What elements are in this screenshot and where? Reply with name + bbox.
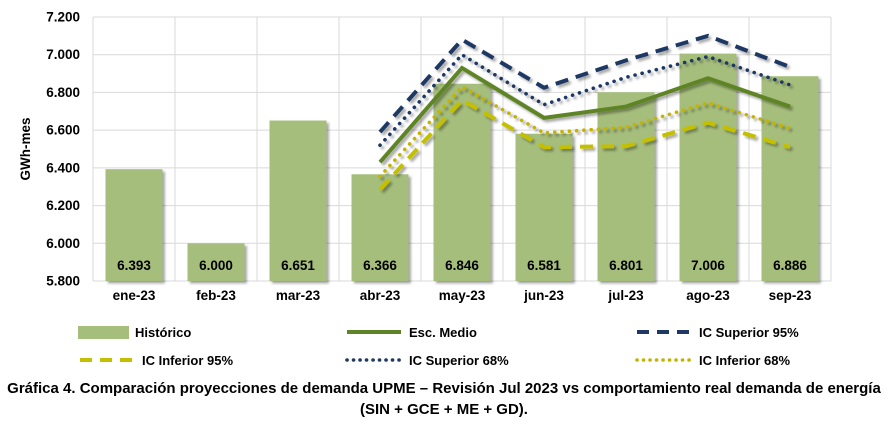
legend-item-ic-superior-68: IC Superior 68% — [345, 352, 509, 368]
svg-text:jun-23: jun-23 — [523, 288, 564, 303]
ic-superior-68-dot-icon — [345, 353, 403, 367]
bar-ene-23 — [105, 169, 163, 281]
bar-value-labels: 6.393 6.000 6.651 6.366 6.846 6.581 6.801 7.006… — [117, 258, 807, 273]
svg-text:6.600: 6.600 — [46, 123, 80, 138]
legend-item-ic-inferior-68: IC Inferior 68% — [635, 352, 790, 368]
svg-text:6.651: 6.651 — [281, 258, 315, 273]
svg-text:7.200: 7.200 — [46, 10, 80, 25]
legend-label: IC Superior 95% — [699, 324, 799, 340]
bar-mar-23 — [269, 120, 327, 281]
svg-text:6.846: 6.846 — [445, 258, 479, 273]
demand-comparison-chart: 6.393 6.000 6.651 6.366 6.846 6.581 6.801 7.006… — [18, 10, 832, 303]
y-axis-tick-labels: 5.800 6.000 6.200 6.400 6.600 6.800 7.000 7.200 — [46, 10, 80, 289]
series-line-2 — [378, 33, 791, 134]
svg-text:6.000: 6.000 — [46, 236, 80, 251]
svg-text:6.800: 6.800 — [46, 85, 80, 100]
legend-item-esc-medio: Esc. Medio — [345, 324, 477, 340]
legend-label: IC Inferior 68% — [699, 352, 791, 368]
legend-item-historico: Histórico — [78, 324, 191, 340]
bar-abr-23 — [351, 174, 409, 281]
legend-item-ic-superior-95: IC Superior 95% — [635, 324, 799, 340]
series-line-5 — [378, 84, 792, 179]
svg-text:ago-23: ago-23 — [686, 288, 730, 303]
historico-swatch-icon — [78, 325, 129, 339]
svg-text:6.393: 6.393 — [117, 258, 151, 273]
bar-jun-23 — [515, 133, 573, 281]
bar-jul-23 — [597, 92, 655, 282]
legend-item-ic-inferior-95: IC Inferior 95% — [78, 352, 233, 368]
svg-text:6.801: 6.801 — [609, 258, 643, 273]
svg-text:mar-23: mar-23 — [276, 288, 321, 303]
caption-line-2: (SIN + GCE + ME + GD). — [360, 401, 528, 418]
svg-text:5.800: 5.800 — [46, 274, 80, 289]
y-axis-title: GWh-mes — [18, 117, 33, 180]
svg-text:6.200: 6.200 — [46, 198, 80, 213]
bar-ago-23 — [679, 53, 737, 281]
svg-text:7.000: 7.000 — [46, 47, 80, 62]
svg-text:feb-23: feb-23 — [196, 288, 236, 303]
svg-text:6.400: 6.400 — [46, 160, 80, 175]
x-axis-tick-labels: ene-23 feb-23 mar-23 abr-23 may-23 jun-23 jul-… — [113, 288, 812, 303]
legend-label: IC Inferior 95% — [142, 352, 234, 368]
series-line-4 — [378, 52, 792, 148]
svg-text:6.366: 6.366 — [363, 258, 397, 273]
esc-medio-line-icon — [345, 325, 403, 339]
svg-text:sep-23: sep-23 — [769, 288, 812, 303]
svg-text:6.581: 6.581 — [527, 258, 561, 273]
svg-text:6.886: 6.886 — [773, 258, 807, 273]
figure-caption: Gráfica 4. Comparación proyecciones de d… — [0, 378, 888, 420]
bar-feb-23 — [187, 243, 245, 281]
ic-superior-95-dash-icon — [635, 325, 693, 339]
svg-text:abr-23: abr-23 — [360, 288, 401, 303]
svg-text:jul-23: jul-23 — [607, 288, 644, 303]
legend-label: IC Superior 68% — [409, 352, 509, 368]
series-line-3 — [378, 97, 791, 191]
ic-inferior-68-dot-icon — [635, 353, 693, 367]
bar-may-23 — [433, 83, 491, 281]
svg-text:6.000: 6.000 — [199, 258, 233, 273]
svg-text:ene-23: ene-23 — [113, 288, 156, 303]
svg-text:7.006: 7.006 — [691, 258, 725, 273]
chart-legend: Histórico Esc. Medio IC Superior 95% IC … — [0, 312, 888, 376]
historico-bars — [105, 53, 819, 282]
legend-label: Esc. Medio — [409, 324, 477, 340]
caption-line-1: Gráfica 4. Comparación proyecciones de d… — [7, 380, 881, 397]
series-line-1 — [378, 65, 791, 164]
svg-text:may-23: may-23 — [439, 288, 486, 303]
ic-inferior-95-dash-icon — [78, 353, 136, 367]
legend-label: Histórico — [135, 324, 192, 340]
bar-sep-23 — [761, 76, 819, 281]
